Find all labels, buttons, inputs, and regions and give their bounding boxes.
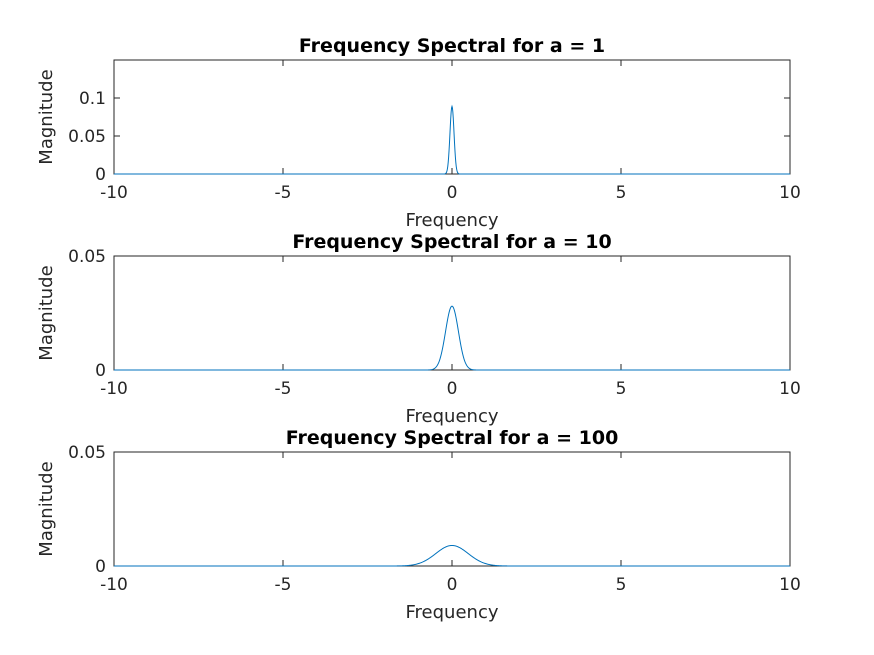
x-tick-label: -10 [100, 379, 128, 399]
plot-area-2 [113, 255, 791, 371]
y-tick-label: 0 [95, 361, 106, 381]
series-line-1 [114, 104, 790, 175]
y-tick-label: 0 [95, 557, 106, 577]
x-tick-label: 10 [779, 379, 801, 399]
x-tick-label: 10 [779, 183, 801, 203]
y-tick-label: 0 [95, 165, 106, 185]
plot-area-1 [113, 59, 791, 175]
x-tick-label: -5 [275, 183, 292, 203]
series-line-3 [114, 544, 790, 567]
series-line-2 [114, 305, 790, 371]
y-axis-label: Magnitude [36, 265, 57, 360]
x-tick-label: 5 [616, 379, 627, 399]
plot-area-3 [113, 451, 791, 567]
y-tick-label: 0.05 [68, 127, 106, 147]
x-tick-label: 0 [447, 183, 458, 203]
y-tick-label: 0.1 [79, 89, 106, 109]
x-tick-label: -10 [100, 575, 128, 595]
x-tick-label: 10 [779, 575, 801, 595]
chart-title: Frequency Spectral for a = 1 [299, 35, 605, 57]
x-tick-label: -5 [275, 379, 292, 399]
x-tick-label: -10 [100, 183, 128, 203]
x-tick-label: 5 [616, 575, 627, 595]
x-tick-label: -5 [275, 575, 292, 595]
x-tick-label: 0 [447, 575, 458, 595]
chart-title: Frequency Spectral for a = 10 [292, 231, 611, 253]
y-axis-label: Magnitude [36, 461, 57, 556]
y-tick-label: 0.05 [68, 443, 106, 463]
chart-title: Frequency Spectral for a = 100 [286, 427, 619, 449]
x-tick-label: 5 [616, 183, 627, 203]
y-tick-label: 0.05 [68, 247, 106, 267]
x-axis-label: Frequency [406, 406, 499, 427]
x-tick-label: 0 [447, 379, 458, 399]
x-axis-label: Frequency [406, 210, 499, 231]
x-axis-label: Frequency [406, 602, 499, 623]
y-axis-label: Magnitude [36, 69, 57, 164]
